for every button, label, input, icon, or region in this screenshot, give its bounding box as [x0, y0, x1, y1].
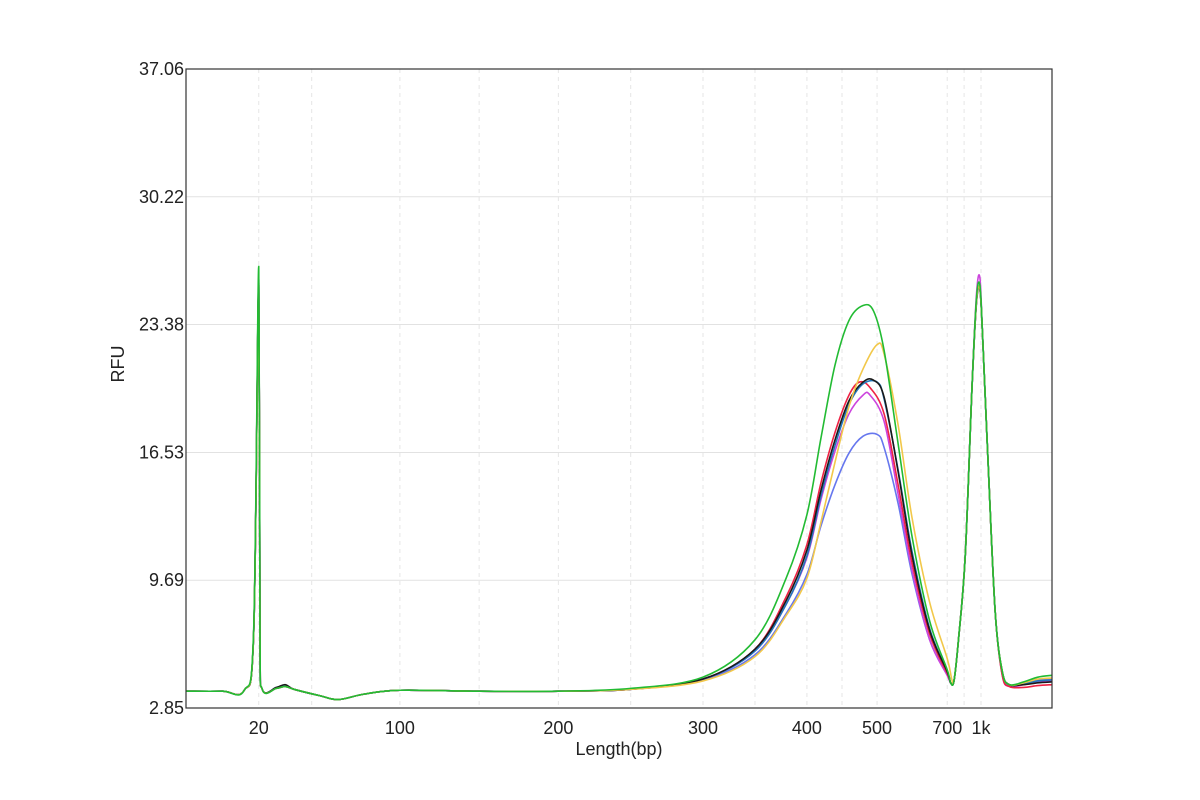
- series-line: [185, 285, 1053, 701]
- series-line: [185, 282, 1053, 701]
- y-axis-title: RFU: [108, 346, 128, 383]
- series-line: [185, 284, 1053, 701]
- y-tick-label: 30.22: [139, 187, 184, 207]
- x-axis: 20 100 200 300 400 500 700 1k: [249, 718, 992, 738]
- y-tick-label: 37.06: [139, 59, 184, 79]
- x-tick-label: 400: [792, 718, 822, 738]
- series-line: [185, 284, 1053, 701]
- series-line: [185, 278, 1053, 701]
- x-tick-label: 200: [543, 718, 573, 738]
- series-line: [185, 265, 1053, 701]
- x-tick-label: 1k: [971, 718, 991, 738]
- plot-frame: [185, 68, 1053, 709]
- grid: [186, 69, 1052, 708]
- y-tick-label: 2.85: [149, 698, 184, 718]
- x-tick-label: 100: [385, 718, 415, 738]
- x-tick-label: 500: [862, 718, 892, 738]
- x-tick-label: 300: [688, 718, 718, 738]
- x-tick-label: 700: [932, 718, 962, 738]
- y-tick-label: 16.53: [139, 442, 184, 462]
- series-line: [185, 274, 1053, 701]
- x-axis-title: Length(bp): [575, 739, 662, 759]
- x-tick-label: 20: [249, 718, 269, 738]
- y-tick-label: 23.38: [139, 315, 184, 335]
- y-axis: 2.85 9.69 16.53 23.38 30.22 37.06: [139, 59, 184, 718]
- y-tick-label: 9.69: [149, 570, 184, 590]
- plot-area: [185, 265, 1053, 701]
